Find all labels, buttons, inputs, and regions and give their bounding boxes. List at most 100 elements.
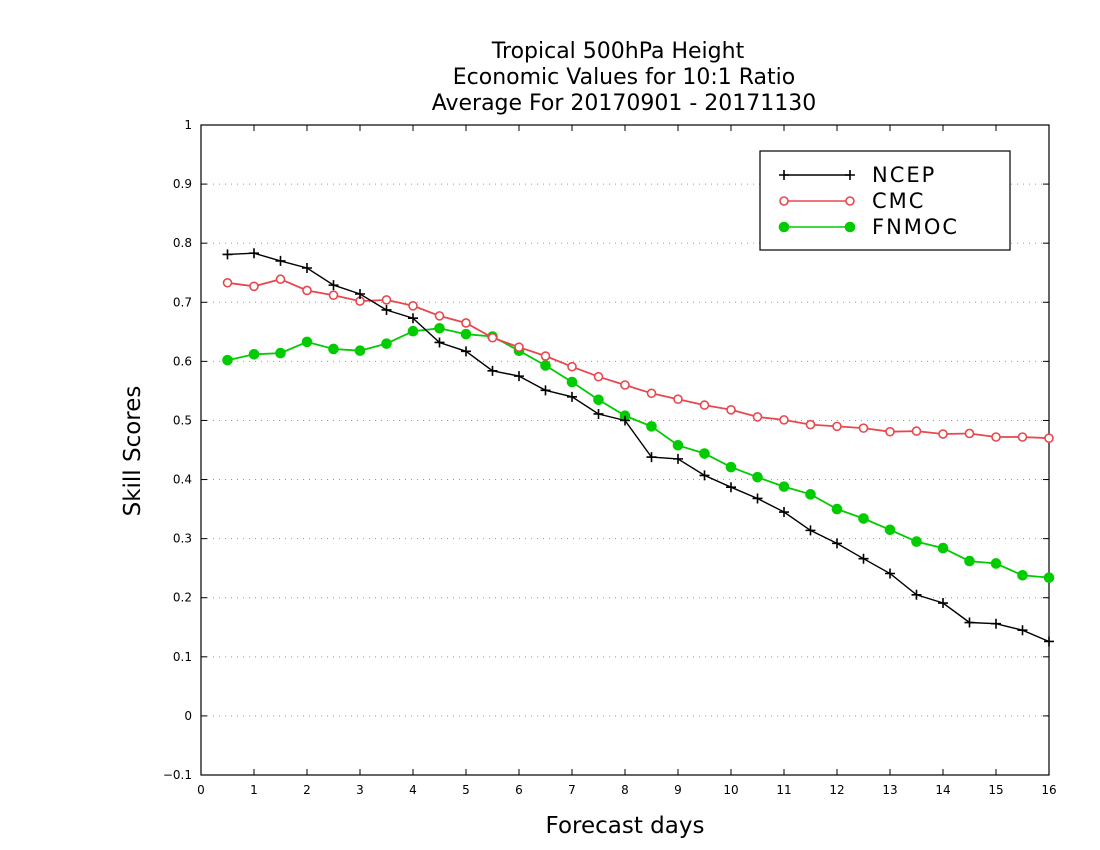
- fnmoc-point: [460, 328, 472, 340]
- legend-marker: [845, 170, 855, 180]
- cmc-point: [620, 380, 630, 390]
- series-fnmoc: [222, 322, 1055, 583]
- chart-title-line-1: Tropical 500hPa Height: [491, 39, 745, 64]
- cmc-point: [779, 415, 789, 425]
- ncep-point: [328, 280, 339, 291]
- fnmoc-point: [354, 345, 366, 357]
- cmc-point: [964, 428, 975, 439]
- cmc-point: [567, 361, 577, 372]
- fnmoc-point: [328, 343, 339, 355]
- cmc-point: [514, 342, 524, 352]
- cmc-point: [832, 421, 842, 432]
- ncep-point: [673, 453, 683, 464]
- cmc-point: [540, 351, 551, 361]
- x-tick-label: 6: [515, 783, 523, 797]
- fnmoc-point: [1017, 569, 1028, 581]
- x-tick-label: 13: [882, 783, 897, 797]
- y-axis-title: Skill Scores: [120, 386, 146, 517]
- ncep-point: [699, 470, 710, 481]
- cmc-point: [302, 285, 312, 296]
- ncep-point: [752, 493, 763, 504]
- cmc-point: [885, 426, 895, 437]
- legend-item-cmc: CMC: [779, 189, 923, 213]
- ncep-point: [302, 263, 312, 273]
- legend-marker: [779, 170, 789, 180]
- ncep-point: [1044, 636, 1054, 647]
- cmc-point: [646, 388, 657, 399]
- x-tick-label: 14: [935, 783, 950, 797]
- cmc-point: [328, 290, 339, 300]
- fnmoc-point: [752, 471, 763, 483]
- x-tick-label: 15: [988, 783, 1003, 797]
- cmc-point: [275, 274, 286, 285]
- cmc-point: [1044, 433, 1054, 443]
- y-tick-label: 0.6: [173, 354, 192, 368]
- fnmoc-point: [275, 347, 286, 359]
- ncep-point: [355, 289, 365, 299]
- ncep-point: [222, 249, 233, 260]
- fnmoc-point: [301, 336, 313, 348]
- legend-marker: [779, 196, 789, 206]
- grid-lines: [201, 183, 1049, 717]
- ncep-line: [227, 252, 1050, 643]
- ncep-point: [461, 346, 471, 357]
- ncep-point: [249, 248, 259, 259]
- legend-marker: [845, 196, 855, 206]
- fnmoc-point: [778, 481, 790, 492]
- x-tick-label: 0: [197, 783, 205, 797]
- x-tick-label: 7: [568, 783, 576, 797]
- ncep-point: [832, 538, 842, 549]
- chart-title-line-2: Economic Values for 10:1 Ratio: [453, 65, 795, 90]
- legend-label: FNMOC: [872, 215, 959, 239]
- y-tick-label: 0.2: [173, 591, 192, 605]
- fnmoc-point: [964, 555, 975, 567]
- cmc-point: [593, 371, 604, 382]
- cmc-point: [461, 318, 471, 328]
- cmc-point: [673, 394, 683, 404]
- fnmoc-point: [805, 489, 816, 500]
- x-tick-label: 12: [829, 783, 844, 797]
- cmc-point: [858, 423, 869, 433]
- x-tick-label: 9: [674, 783, 682, 797]
- y-tick-label: 0.7: [173, 295, 192, 309]
- ncep-point: [805, 525, 816, 536]
- ncep-point: [1017, 625, 1028, 636]
- cmc-point: [1017, 432, 1028, 442]
- ncep-point: [779, 507, 789, 518]
- chart-title-line-3: Average For 20170901 - 20171130: [432, 91, 817, 116]
- y-tick-label: 1: [184, 118, 192, 132]
- fnmoc-point: [884, 524, 896, 536]
- fnmoc-point: [248, 348, 260, 360]
- x-axis-title: Forecast days: [546, 813, 705, 839]
- legend-label: NCEP: [872, 163, 936, 187]
- cmc-point: [487, 332, 498, 343]
- ncep-point: [487, 365, 498, 376]
- ncep-point: [381, 304, 392, 315]
- series-layer: [222, 248, 1055, 647]
- chart-title: Tropical 500hPa Height Economic Values f…: [432, 39, 817, 116]
- fnmoc-point: [434, 322, 445, 334]
- fnmoc-point: [381, 338, 392, 349]
- cmc-point: [726, 405, 736, 415]
- x-tick-label: 4: [409, 783, 417, 797]
- x-tick-label: 8: [621, 783, 629, 797]
- cmc-point: [222, 277, 233, 288]
- legend-item-fnmoc: FNMOC: [778, 215, 959, 239]
- ncep-point: [593, 408, 604, 419]
- x-tick-label: 5: [462, 783, 470, 797]
- y-tick-label: 0.9: [173, 177, 192, 191]
- cmc-point: [249, 281, 259, 292]
- series-cmc: [222, 274, 1054, 443]
- fnmoc-point: [937, 542, 949, 554]
- y-tick-label: 0.4: [173, 473, 192, 487]
- y-tick-label: −0.1: [163, 768, 192, 782]
- fnmoc-point: [566, 376, 578, 388]
- x-tick-label: 11: [776, 783, 791, 797]
- legend-marker: [844, 221, 856, 233]
- fnmoc-point: [699, 448, 710, 459]
- fnmoc-point: [540, 360, 551, 371]
- cmc-point: [434, 311, 445, 321]
- fnmoc-point: [222, 354, 233, 366]
- x-tick-label: 16: [1041, 783, 1056, 797]
